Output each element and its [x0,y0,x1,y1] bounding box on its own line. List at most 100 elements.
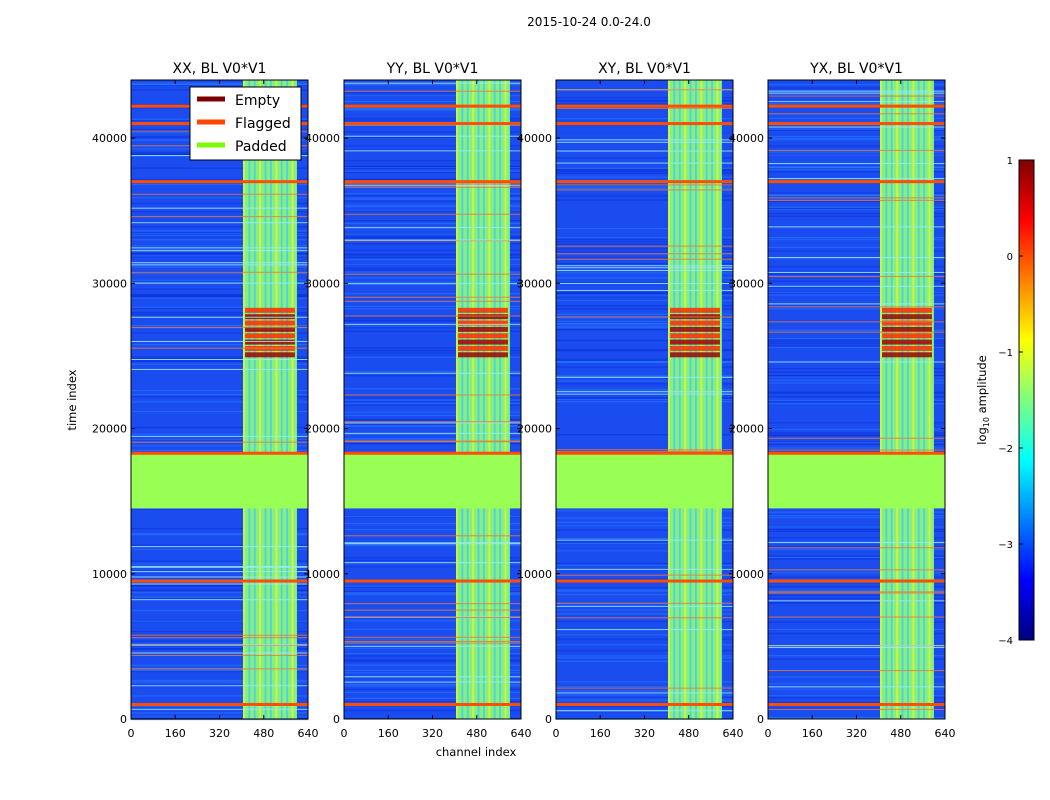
noise-row [131,667,308,669]
noise-row [556,359,733,361]
noise-row [768,246,945,249]
noise-row [344,271,521,273]
rfi-channel [668,80,670,719]
rfi-hot-row [245,326,295,332]
rfi-channel [694,80,697,719]
flag-line [344,283,521,285]
x-tick-label: 0 [341,727,348,740]
noise-row [131,239,308,241]
noise-row [344,237,521,239]
flag-line [768,600,945,602]
noise-row [768,196,945,198]
noise-row [768,632,945,635]
colorbar-gradient [1018,159,1035,641]
noise-row [344,620,521,622]
rfi-hot-row [670,352,720,358]
noise-row [556,537,733,539]
x-tick-label: 640 [723,727,744,740]
flag-line [556,270,733,272]
noise-row [131,296,308,298]
flagged-row [768,702,945,706]
y-tick-label: 20000 [305,423,340,436]
noise-row [556,185,733,187]
flag-line [556,605,733,607]
noise-row [556,348,733,351]
noise-row [768,87,945,89]
noise-row [556,103,733,105]
rfi-channel [269,80,272,719]
rfi-channel [711,80,714,719]
noise-row [131,670,308,673]
noise-row [556,434,733,436]
noise-row [344,557,521,559]
flag-line [556,267,733,269]
noise-row [556,358,733,360]
noise-row [344,591,521,593]
x-tick-label: 480 [466,727,487,740]
x-tick-label: 640 [935,727,956,740]
noise-row [556,590,733,592]
padded-region [556,453,733,509]
noise-row [131,585,308,587]
noise-row [344,84,521,86]
flag-line [556,692,733,694]
noise-row [344,375,521,377]
flagged-row [768,104,945,108]
noise-row [768,375,945,377]
flag-line [344,422,521,424]
noise-row [344,254,521,256]
flag-line [556,139,733,141]
noise-row [768,548,945,551]
noise-row [768,572,945,574]
flag-line [768,569,945,571]
noise-row [344,178,521,180]
noise-row [344,700,521,703]
flag-line [768,149,945,151]
noise-row [131,167,308,169]
noise-row [131,439,308,441]
noise-row [556,132,733,134]
noise-row [768,280,945,282]
noise-row [556,397,733,399]
flagged-row [768,122,945,126]
colorbar-label: log10 amplitude [975,355,991,445]
noise-row [768,382,945,384]
noise-row [344,269,521,271]
noise-row [131,664,308,666]
flag-line [131,316,308,318]
flag-line [131,634,308,636]
noise-row [768,129,945,131]
noise-row [131,255,308,257]
noise-row [556,638,733,640]
rfi-channel [880,80,882,719]
flagged-row [344,180,521,184]
noise-row [556,169,733,171]
noise-row [556,251,733,253]
flag-line [556,393,733,395]
noise-row [344,330,521,332]
noise-row [768,117,945,119]
noise-row [556,120,733,122]
noise-row [556,681,733,683]
noise-row [768,658,945,660]
noise-row [556,564,733,566]
noise-row [556,644,733,646]
noise-row [131,363,308,365]
noise-row [131,272,308,275]
noise-row [556,388,733,390]
noise-row [344,165,521,168]
noise-row [556,578,733,580]
rfi-hot-row [882,345,932,351]
noise-row [768,102,945,105]
noise-row [344,163,521,165]
rfi-hot-row [882,326,932,332]
noise-row [344,638,521,641]
noise-row [556,657,733,659]
flag-line [768,542,945,544]
noise-row [768,101,945,103]
noise-row [344,418,521,420]
noise-row [344,697,521,699]
flag-line [556,162,733,164]
flag-line [131,216,308,218]
noise-row [556,449,733,452]
